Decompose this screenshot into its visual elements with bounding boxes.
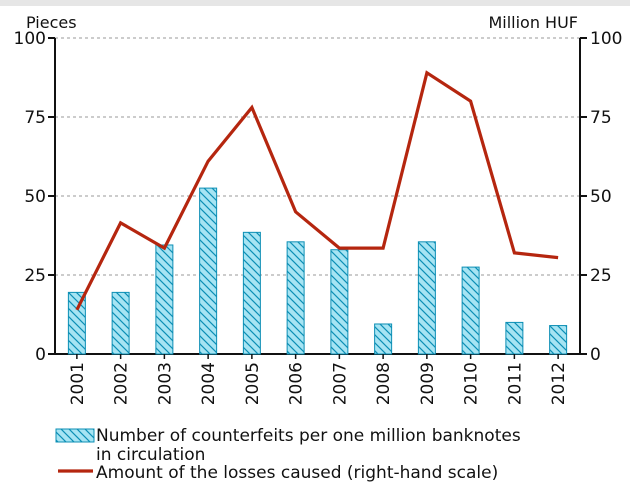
bar-counterfeits-2002 — [111, 291, 130, 355]
x-tick-label-2006: 2006 — [287, 362, 307, 405]
x-tick-label-2012: 2012 — [549, 362, 569, 405]
losses-line-series — [75, 70, 559, 311]
bar-counterfeits-2004 — [199, 187, 218, 355]
legend-line-label: Amount of the losses caused (right-hand … — [96, 463, 498, 483]
bar-counterfeits-2011 — [505, 321, 524, 355]
bar-counterfeits-2005 — [242, 231, 261, 355]
legend-bar-swatch — [55, 428, 95, 443]
bar-counterfeits-2006 — [286, 241, 305, 355]
x-tick-label-2001: 2001 — [68, 362, 88, 405]
right-axis-unit: Million HUF — [488, 13, 578, 32]
x-tick-label-2009: 2009 — [418, 362, 438, 405]
x-tick-label-2011: 2011 — [505, 362, 525, 405]
right-tick-label: 50 — [590, 187, 612, 207]
x-tick-label-2008: 2008 — [374, 362, 394, 405]
legend-bar-label: Number of counterfeits per one million b… — [96, 426, 521, 446]
x-tick-label-2003: 2003 — [155, 362, 175, 405]
chart-background — [0, 6, 630, 486]
legend-bar-label-continued: in circulation — [96, 445, 205, 465]
x-tick-label-2004: 2004 — [199, 362, 219, 405]
left-axis-unit: Pieces — [26, 13, 77, 32]
x-tick-label-2010: 2010 — [462, 362, 482, 405]
x-tick-label-2002: 2002 — [112, 362, 132, 405]
right-tick-label: 75 — [590, 108, 612, 128]
bar-counterfeits-2012 — [549, 325, 568, 355]
right-tick-label: 100 — [590, 29, 622, 49]
bar-counterfeits-2001 — [67, 291, 86, 355]
bar-counterfeits-2003 — [155, 244, 174, 355]
bar-counterfeits-2010 — [461, 266, 480, 355]
bar-counterfeits-2008 — [374, 323, 393, 355]
x-tick-label-2007: 2007 — [330, 362, 350, 405]
left-tick-label: 25 — [24, 266, 46, 286]
right-tick-label: 0 — [590, 345, 601, 365]
legend: Number of counterfeits per one million b… — [55, 426, 521, 483]
x-tick-label-2005: 2005 — [243, 362, 263, 405]
left-tick-label: 100 — [14, 29, 46, 49]
bar-counterfeits-2009 — [417, 241, 436, 355]
left-tick-label: 75 — [24, 108, 46, 128]
right-tick-label: 25 — [590, 266, 612, 286]
bar-counterfeits-2007 — [330, 249, 349, 355]
left-tick-label: 0 — [35, 345, 46, 365]
left-tick-label: 50 — [24, 187, 46, 207]
